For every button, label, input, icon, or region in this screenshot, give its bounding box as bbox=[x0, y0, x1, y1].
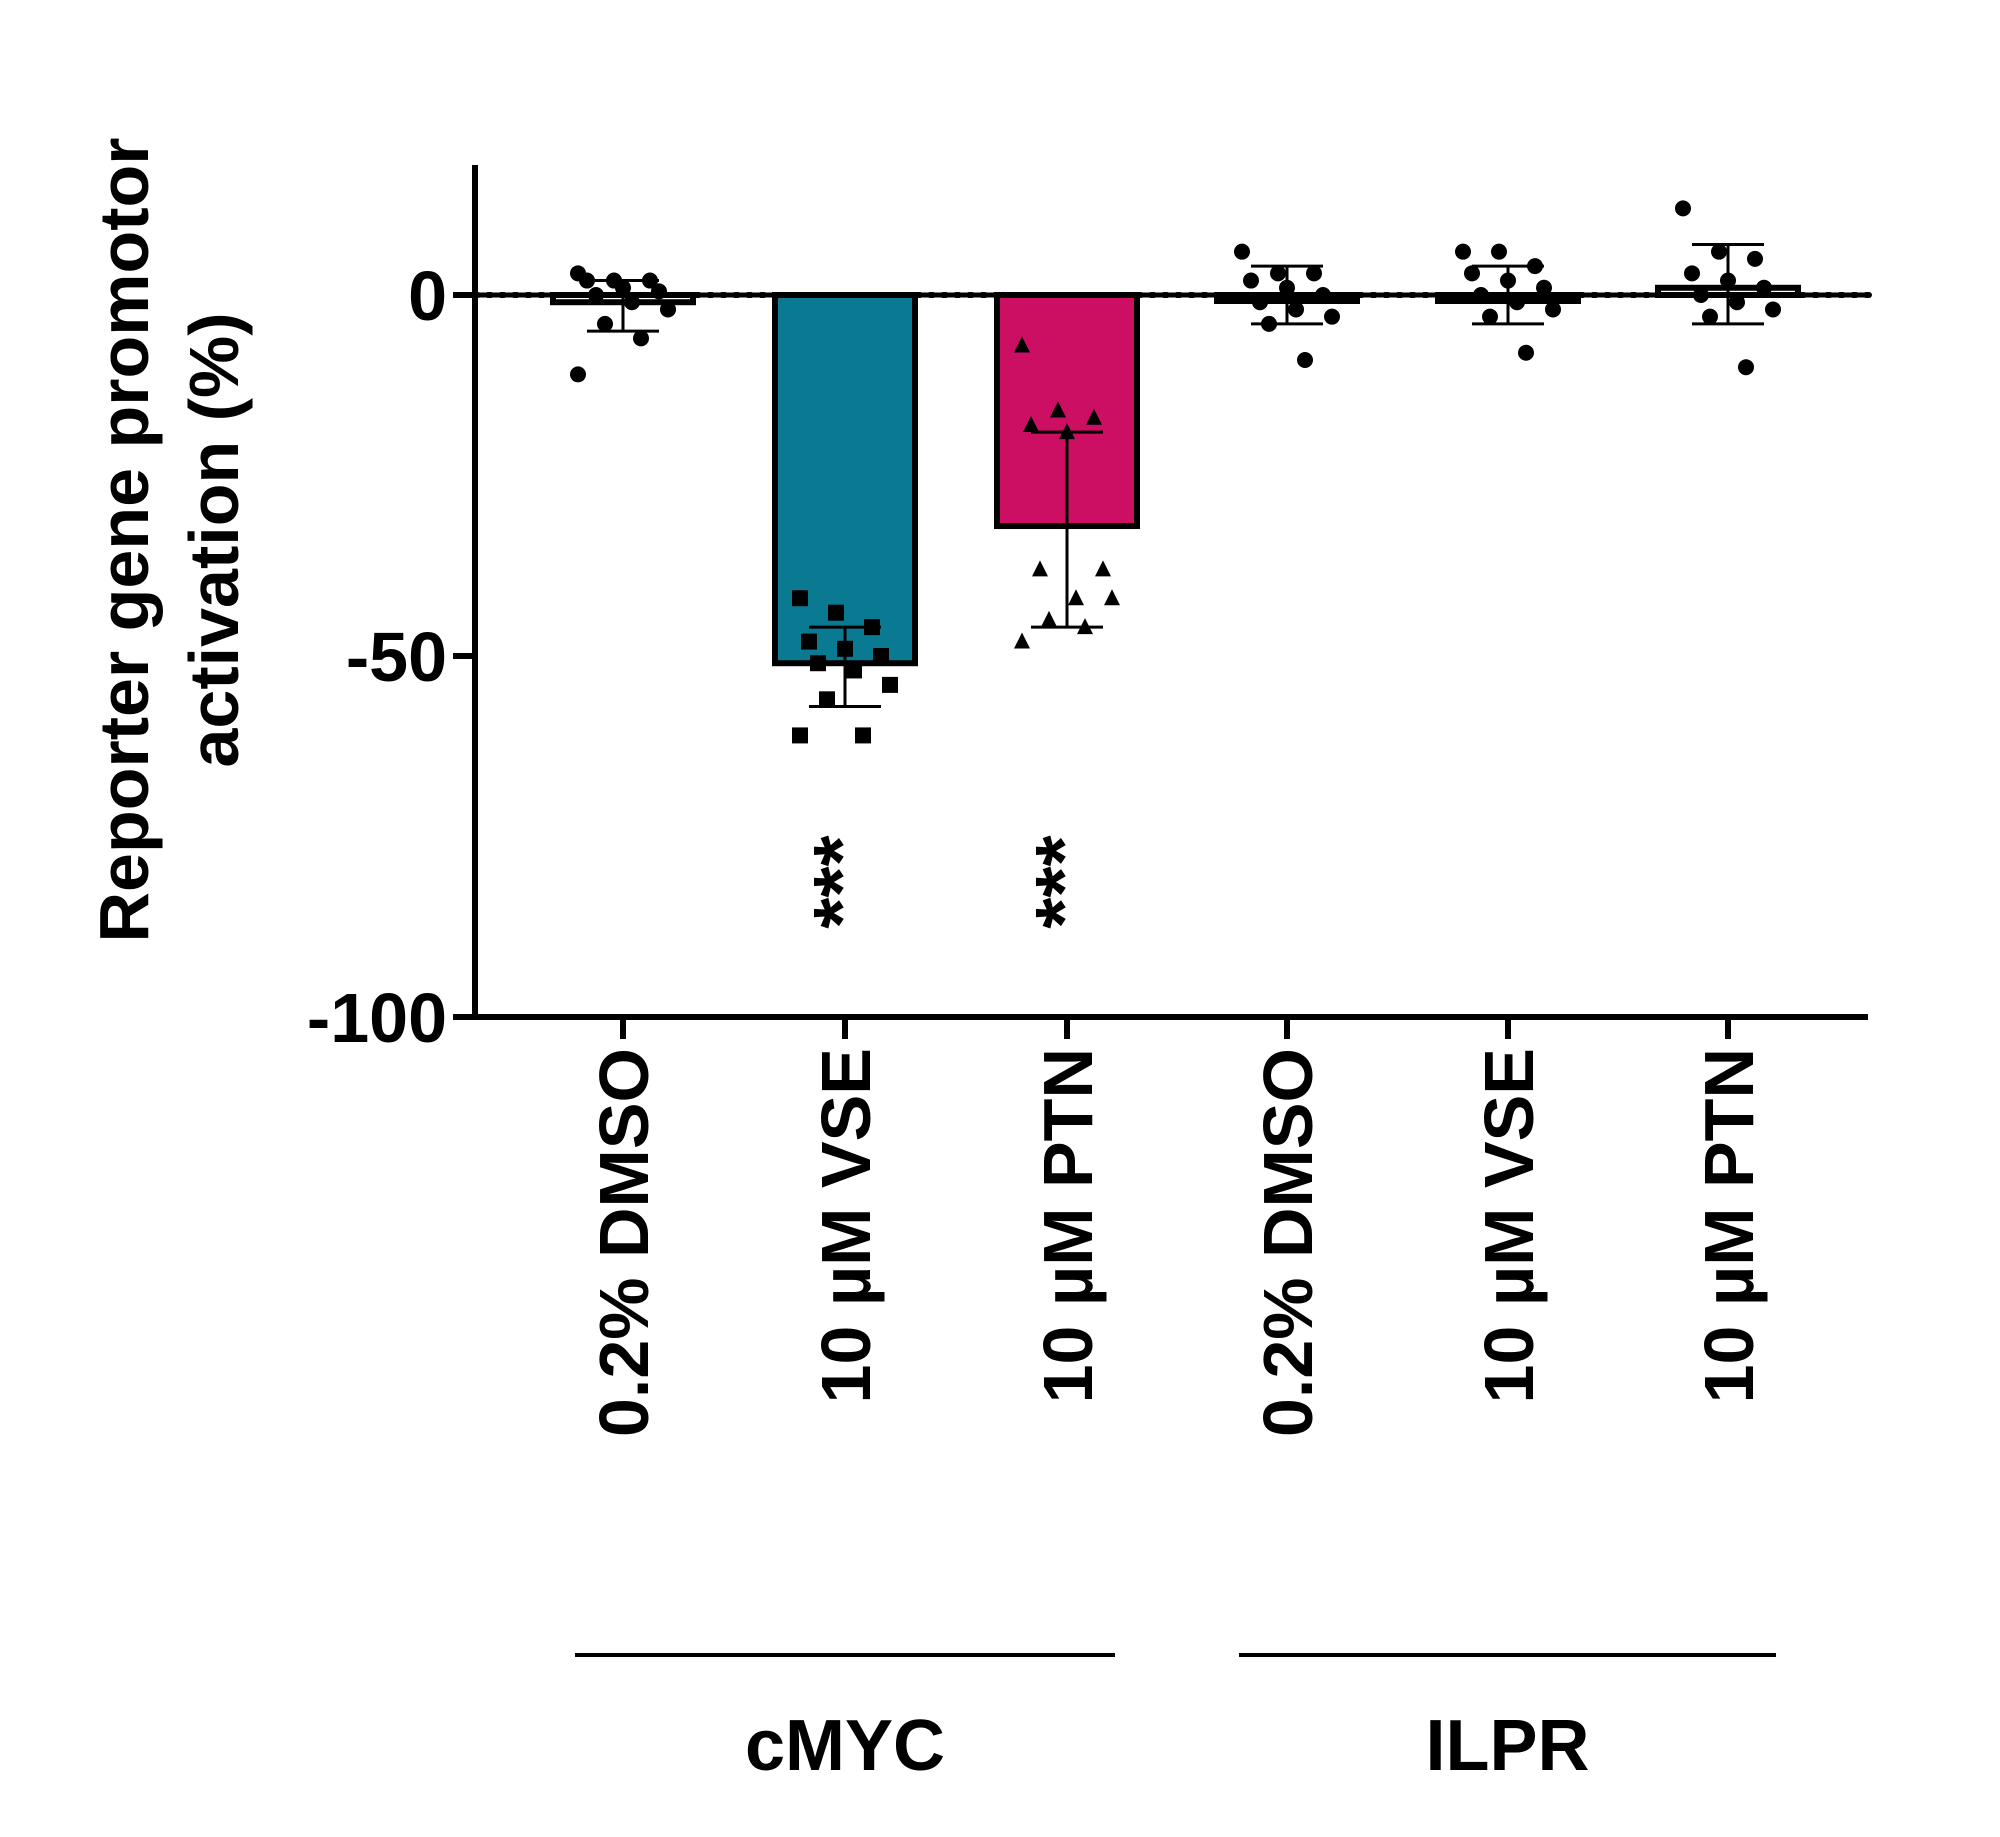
data-point bbox=[570, 366, 586, 383]
x-tick-label: 10 µM PTN bbox=[1690, 1048, 1768, 1403]
group-label: cMYC bbox=[745, 1706, 945, 1786]
data-point bbox=[1243, 272, 1259, 289]
y-tick-label: -100 bbox=[307, 979, 447, 1057]
data-point bbox=[1306, 265, 1322, 282]
data-point bbox=[1675, 200, 1691, 217]
group-label: ILPR bbox=[1425, 1706, 1589, 1786]
data-point bbox=[1711, 243, 1727, 260]
data-point bbox=[1738, 359, 1754, 376]
data-point bbox=[1252, 294, 1268, 311]
data-point bbox=[828, 604, 844, 621]
data-point bbox=[1234, 243, 1250, 260]
data-point bbox=[1684, 265, 1700, 282]
data-point bbox=[846, 662, 862, 679]
data-point bbox=[633, 330, 649, 347]
x-tick-label: 0.2% DMSO bbox=[1249, 1048, 1327, 1437]
data-point bbox=[1014, 632, 1030, 649]
data-point bbox=[1765, 301, 1781, 318]
y-axis-title-line: Reporter gene promotor bbox=[85, 137, 163, 942]
data-point bbox=[1041, 610, 1057, 627]
x-tick-label: 10 µM VSE bbox=[1470, 1048, 1548, 1403]
data-point bbox=[801, 633, 817, 650]
data-point bbox=[810, 655, 826, 672]
data-point bbox=[1297, 351, 1313, 368]
data-point bbox=[597, 315, 613, 332]
data-point bbox=[1095, 560, 1111, 577]
data-point bbox=[651, 283, 667, 300]
data-point bbox=[1014, 336, 1030, 353]
x-tick-label: 10 µM VSE bbox=[807, 1048, 885, 1403]
data-point bbox=[1473, 287, 1489, 303]
significance-marker: *** bbox=[1019, 834, 1108, 928]
data-point bbox=[1509, 294, 1525, 311]
data-point bbox=[1288, 301, 1304, 318]
data-point bbox=[1315, 287, 1331, 303]
data-point bbox=[1536, 279, 1552, 296]
data-point bbox=[1518, 344, 1534, 361]
data-point bbox=[819, 691, 835, 708]
data-point bbox=[1455, 243, 1471, 260]
plot-area: *** *** 0 -50 -100 0.2% DMSO 10 µM VSE 10 µM PT… bbox=[307, 165, 1873, 1786]
data-point bbox=[1086, 408, 1102, 425]
y-tick-label: 0 bbox=[408, 257, 447, 335]
data-point bbox=[660, 301, 676, 318]
data-point bbox=[792, 727, 808, 744]
significance-marker: *** bbox=[797, 834, 886, 928]
data-point bbox=[1464, 265, 1480, 282]
data-point bbox=[1270, 265, 1286, 282]
data-point bbox=[1747, 250, 1763, 267]
y-axis-label: Reporter gene promotor activation (%) bbox=[85, 137, 253, 942]
bar bbox=[772, 292, 918, 667]
data-point bbox=[1023, 415, 1039, 432]
data-point bbox=[1545, 301, 1561, 318]
data-point bbox=[1693, 287, 1709, 303]
y-axis-title-line: activation (%) bbox=[175, 312, 253, 767]
data-point bbox=[1324, 308, 1340, 325]
x-tick-label: 0.2% DMSO bbox=[585, 1048, 663, 1437]
data-point bbox=[588, 287, 604, 303]
data-point bbox=[1482, 308, 1498, 325]
data-point bbox=[1068, 589, 1084, 606]
x-tick-label: 10 µM PTN bbox=[1029, 1048, 1107, 1403]
y-tick-label: -50 bbox=[346, 618, 447, 696]
data-point bbox=[1050, 401, 1066, 418]
data-point bbox=[873, 648, 889, 664]
data-point bbox=[792, 590, 808, 607]
data-point bbox=[882, 676, 898, 693]
data-point bbox=[1032, 560, 1048, 577]
data-point bbox=[1756, 279, 1772, 296]
data-point bbox=[1104, 589, 1120, 606]
data-point bbox=[624, 294, 640, 311]
data-point bbox=[1702, 308, 1718, 325]
data-point bbox=[1491, 243, 1507, 260]
data-point bbox=[1729, 294, 1745, 311]
data-point bbox=[855, 727, 871, 744]
